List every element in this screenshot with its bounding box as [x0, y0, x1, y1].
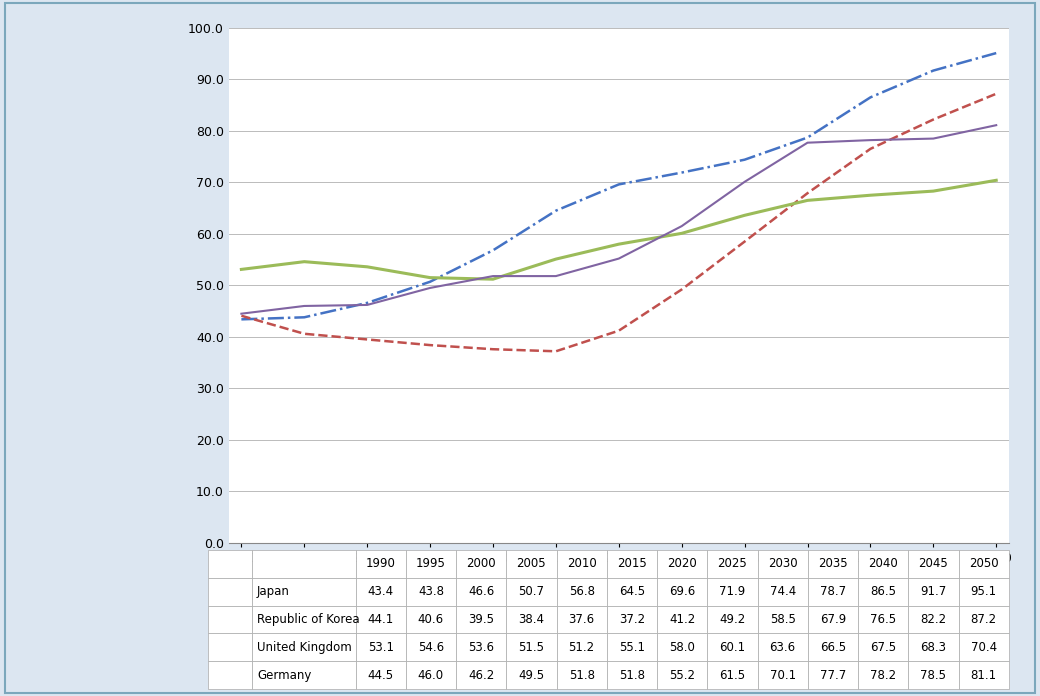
Text: 46.0: 46.0	[418, 669, 444, 681]
Text: 56.8: 56.8	[569, 585, 595, 598]
Text: 67.9: 67.9	[820, 613, 847, 626]
Text: 43.8: 43.8	[418, 585, 444, 598]
Text: 40.6: 40.6	[418, 613, 444, 626]
Text: 2015: 2015	[617, 557, 647, 570]
Text: 61.5: 61.5	[720, 669, 746, 681]
Text: 49.2: 49.2	[720, 613, 746, 626]
Text: 2025: 2025	[718, 557, 748, 570]
Text: 2040: 2040	[868, 557, 899, 570]
Text: 54.6: 54.6	[418, 641, 444, 654]
Text: 39.5: 39.5	[468, 613, 494, 626]
Text: 2010: 2010	[567, 557, 597, 570]
Text: 55.1: 55.1	[619, 641, 645, 654]
Text: 37.6: 37.6	[569, 613, 595, 626]
Text: 1990: 1990	[366, 557, 395, 570]
Text: 91.7: 91.7	[920, 585, 946, 598]
Text: Republic of Korea: Republic of Korea	[257, 613, 360, 626]
Text: 64.5: 64.5	[619, 585, 645, 598]
Text: 2005: 2005	[517, 557, 546, 570]
Text: 86.5: 86.5	[870, 585, 896, 598]
Text: 82.2: 82.2	[920, 613, 946, 626]
Text: 2020: 2020	[668, 557, 697, 570]
Text: 2030: 2030	[768, 557, 798, 570]
Text: 87.2: 87.2	[970, 613, 996, 626]
Text: 69.6: 69.6	[669, 585, 696, 598]
Text: 76.5: 76.5	[870, 613, 896, 626]
Text: 46.6: 46.6	[468, 585, 494, 598]
Text: 78.5: 78.5	[920, 669, 946, 681]
Text: 51.8: 51.8	[619, 669, 645, 681]
Text: 63.6: 63.6	[770, 641, 796, 654]
Text: 46.2: 46.2	[468, 669, 494, 681]
Text: 78.2: 78.2	[870, 669, 896, 681]
Text: 78.7: 78.7	[820, 585, 846, 598]
Text: 41.2: 41.2	[669, 613, 696, 626]
Text: 70.1: 70.1	[770, 669, 796, 681]
Text: 74.4: 74.4	[770, 585, 796, 598]
Text: 95.1: 95.1	[970, 585, 996, 598]
Text: 37.2: 37.2	[619, 613, 645, 626]
Text: 44.5: 44.5	[367, 669, 394, 681]
Text: 68.3: 68.3	[920, 641, 946, 654]
Text: 2045: 2045	[918, 557, 948, 570]
Text: 2050: 2050	[969, 557, 998, 570]
Text: United Kingdom: United Kingdom	[257, 641, 352, 654]
Text: 38.4: 38.4	[518, 613, 544, 626]
Text: 50.7: 50.7	[518, 585, 544, 598]
Text: 1995: 1995	[416, 557, 446, 570]
Text: 2035: 2035	[818, 557, 848, 570]
Text: 60.1: 60.1	[720, 641, 746, 654]
Text: 53.6: 53.6	[468, 641, 494, 654]
Text: 58.5: 58.5	[770, 613, 796, 626]
Text: Japan: Japan	[257, 585, 290, 598]
Text: 51.5: 51.5	[518, 641, 544, 654]
Text: 81.1: 81.1	[970, 669, 996, 681]
Text: Germany: Germany	[257, 669, 311, 681]
Text: 58.0: 58.0	[670, 641, 695, 654]
Text: 51.8: 51.8	[569, 669, 595, 681]
Text: 51.2: 51.2	[569, 641, 595, 654]
Text: 77.7: 77.7	[820, 669, 847, 681]
Text: 66.5: 66.5	[820, 641, 846, 654]
Text: 43.4: 43.4	[367, 585, 394, 598]
Text: 70.4: 70.4	[970, 641, 996, 654]
Text: 49.5: 49.5	[518, 669, 545, 681]
Text: 44.1: 44.1	[367, 613, 394, 626]
Text: 2000: 2000	[466, 557, 496, 570]
Text: 67.5: 67.5	[870, 641, 896, 654]
Text: 53.1: 53.1	[368, 641, 394, 654]
Text: 55.2: 55.2	[669, 669, 695, 681]
Text: 71.9: 71.9	[720, 585, 746, 598]
